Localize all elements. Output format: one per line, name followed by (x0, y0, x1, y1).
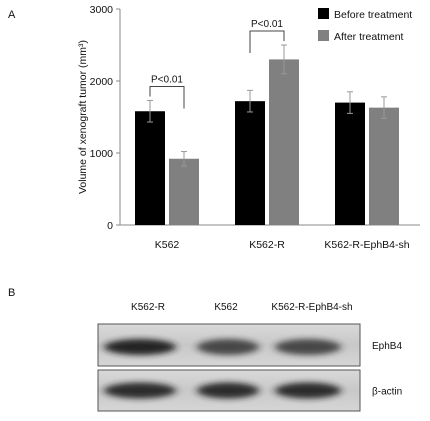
legend-label: Before treatment (334, 9, 412, 21)
blot-lane-label: K562-R-EphB4-sh (271, 302, 352, 313)
bar-before-0 (135, 111, 165, 225)
bar-before-1 (235, 101, 265, 225)
blot-band (275, 339, 341, 355)
y-tick-label: 3000 (90, 4, 114, 16)
significance-bracket (149, 85, 185, 109)
significance-bracket (249, 30, 285, 53)
blot-lane-label: K562 (214, 302, 238, 313)
blot-band (104, 339, 176, 355)
x-category-label: K562-R (249, 239, 285, 251)
y-tick-label: 0 (107, 220, 113, 232)
y-tick-label: 2000 (90, 76, 114, 88)
western-blot: K562-R K562 K562-R-EphB4-sh EphB4 β-actin (97, 302, 402, 412)
panel-b-letter: B (8, 287, 15, 299)
blot-band (275, 382, 341, 399)
significance-label: P<0.01 (151, 74, 183, 85)
significance-label: P<0.01 (251, 19, 283, 30)
bar-chart: 0 1000 2000 3000 K562 K562-R K562-R-EphB4-sh P<… (90, 4, 420, 251)
x-category-label: K562-R-EphB4-sh (324, 239, 409, 251)
blot-row-label: EphB4 (372, 341, 402, 352)
legend-swatch-before (318, 8, 329, 19)
bar-after-0 (169, 158, 199, 225)
panel-a-letter: A (8, 9, 16, 21)
legend-swatch-after (318, 30, 329, 41)
y-tick-label: 1000 (90, 148, 114, 160)
chart-legend: Before treatment After treatment (318, 8, 412, 43)
x-category-label: K562 (155, 239, 180, 251)
blot-band (197, 339, 259, 355)
bar-after-2 (369, 107, 399, 225)
bar-after-1 (269, 59, 299, 226)
blot-band (104, 382, 176, 399)
blot-band (197, 382, 259, 399)
legend-label: After treatment (334, 31, 404, 43)
bar-before-2 (335, 102, 365, 225)
blot-lane-label: K562-R (131, 302, 165, 313)
blot-row-label: β-actin (372, 387, 402, 398)
y-axis-label: Volume of xenograft tumor (mm³) (77, 40, 89, 194)
